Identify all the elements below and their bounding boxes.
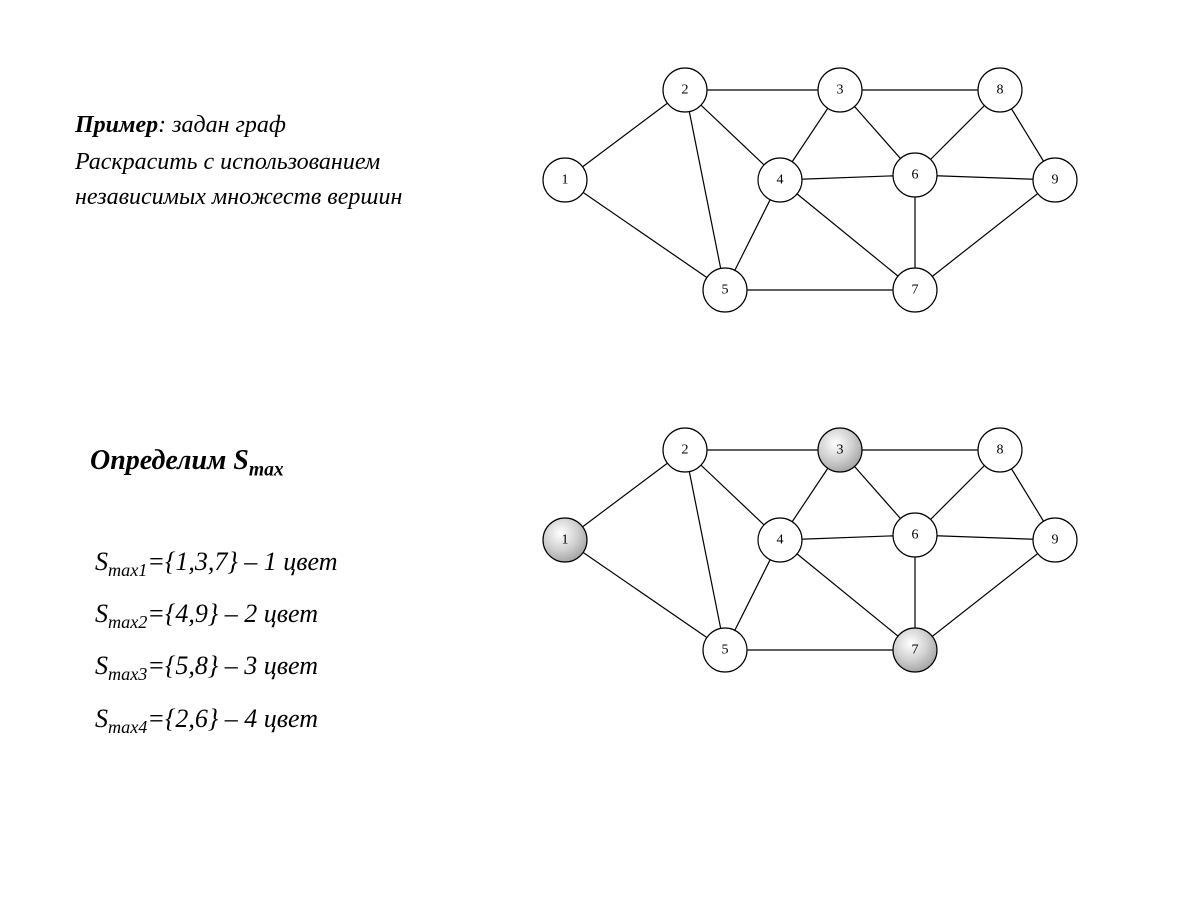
graph-node: 4 [758,518,802,562]
smax-line: Smax3={5,8} – 3 цвет [95,644,338,696]
node-label: 8 [997,443,1004,458]
graph-node: 3 [818,428,862,472]
graph-bottom-svg: 1 2 3 4 5 6 7 8 9 [500,415,1120,695]
node-label: 9 [1052,533,1059,548]
graph-node: 1 [543,518,587,562]
graph-edge [780,540,915,650]
node-label: 8 [997,83,1004,98]
smax-subscript: max1 [108,560,147,580]
example-text-block: Пример: задан граф Раскрасить с использо… [75,108,402,214]
graph-node: 7 [893,628,937,672]
example-line-3: независимых множеств вершин [75,180,402,215]
node-label: 1 [562,533,569,548]
graph-top: 1 2 3 4 5 6 7 8 9 [500,55,1120,340]
smax-line: Smax4={2,6} – 4 цвет [95,697,338,749]
smax-line: Smax2={4,9} – 2 цвет [95,592,338,644]
node-label: 5 [722,643,729,658]
smax-rest: ={1,3,7} – 1 цвет [147,547,337,576]
graph-edge [780,180,915,290]
example-line-2: Раскрасить с использованием [75,145,402,180]
example-title: Пример: задан граф [75,108,402,143]
node-label: 4 [777,533,784,548]
node-label: 1 [562,173,569,188]
node-label: 2 [682,443,689,458]
graph-node: 9 [1033,158,1077,202]
graph-edge [565,540,725,650]
determine-title-sub: max [249,460,284,481]
determine-smax-title: Определим Smax [90,445,284,482]
graph-edge [915,180,1055,290]
smax-prefix: S [95,599,108,628]
graph-node: 9 [1033,518,1077,562]
graph-node: 6 [893,153,937,197]
smax-subscript: max2 [108,612,147,632]
node-label: 9 [1052,173,1059,188]
graph-node: 8 [978,68,1022,112]
smax-subscript: max4 [108,717,147,737]
node-label: 7 [912,283,919,298]
graph-node: 5 [703,628,747,672]
graph-node: 5 [703,268,747,312]
node-label: 3 [837,83,844,98]
graph-edge [685,90,725,290]
node-label: 6 [912,528,919,543]
graph-node: 8 [978,428,1022,472]
smax-rest: ={2,6} – 4 цвет [147,704,318,733]
determine-title-text: Определим S [90,445,249,476]
graph-edge [565,180,725,290]
graph-edge [915,540,1055,650]
smax-line: Smax1={1,3,7} – 1 цвет [95,540,338,592]
smax-prefix: S [95,704,108,733]
node-label: 4 [777,173,784,188]
smax-subscript: max3 [108,665,147,685]
graph-node: 4 [758,158,802,202]
graph-node: 7 [893,268,937,312]
node-label: 5 [722,283,729,298]
graph-node: 3 [818,68,862,112]
graph-bottom: 1 2 3 4 5 6 7 8 9 [500,415,1120,700]
smax-rest: ={4,9} – 2 цвет [147,599,318,628]
example-title-bold: Пример [75,112,158,138]
smax-sets-block: Smax1={1,3,7} – 1 цветSmax2={4,9} – 2 цв… [95,540,338,749]
smax-prefix: S [95,547,108,576]
graph-node: 2 [663,428,707,472]
smax-rest: ={5,8} – 3 цвет [147,651,318,680]
graph-node: 2 [663,68,707,112]
node-label: 7 [912,643,919,658]
graph-top-svg: 1 2 3 4 5 6 7 8 9 [500,55,1120,335]
example-title-rest: : задан граф [158,112,286,138]
graph-node: 6 [893,513,937,557]
node-label: 3 [837,443,844,458]
page-root: Пример: задан граф Раскрасить с использо… [0,0,1200,900]
graph-edge [685,450,725,650]
node-label: 6 [912,168,919,183]
graph-node: 1 [543,158,587,202]
node-label: 2 [682,83,689,98]
smax-prefix: S [95,651,108,680]
